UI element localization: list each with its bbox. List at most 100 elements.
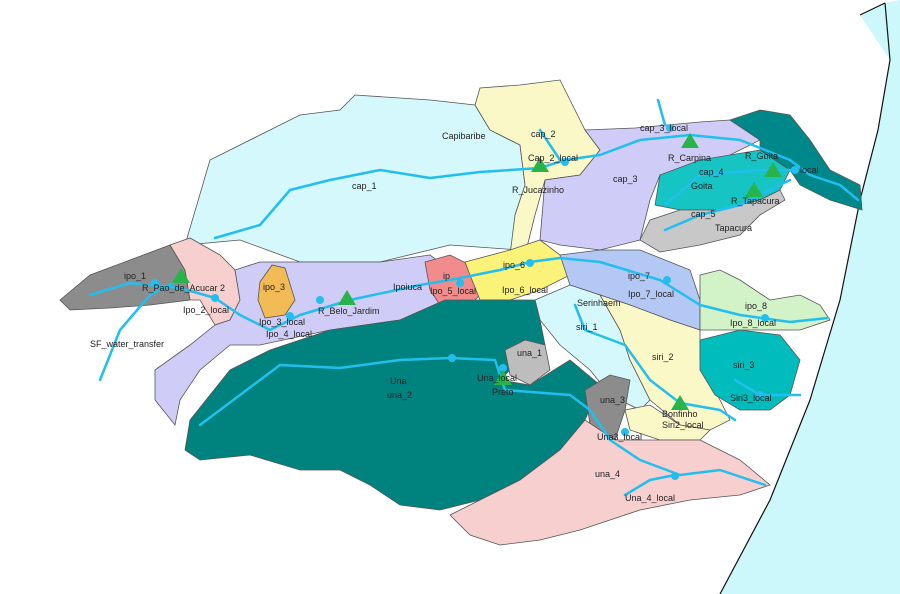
node-siri3-local[interactable] [756, 391, 764, 399]
basin-cap_5 [639, 189, 786, 253]
label-siri_2: siri_2 [652, 352, 674, 362]
basin-una_1 [504, 339, 551, 386]
nodes [151, 124, 799, 480]
label-capibaribe: Capibaribe [442, 131, 486, 141]
label-una-local: Una_local [477, 373, 517, 383]
label-ipo_2-local: Ipo_2_local [183, 305, 229, 315]
label-preto: Preto [492, 387, 514, 397]
label-siri2-local: Siri2_local [662, 420, 704, 430]
station-r-tapacura[interactable] [745, 182, 763, 197]
node-ipo_6-local[interactable] [526, 259, 534, 267]
label-ipoiuca: Ipoiuca [393, 282, 422, 292]
label-una_4-local: Una_4_local [625, 493, 675, 503]
labels: Capibaribe cap_1 cap_2 Cap_2_local R_Juc… [90, 123, 819, 503]
label-tapacura: Tapacura [715, 223, 752, 233]
node-una_4-local[interactable] [671, 472, 679, 480]
label-una_3: una_3 [600, 395, 625, 405]
label-siri3-local: Siri3_local [730, 393, 772, 403]
basin-una_2 [184, 299, 601, 511]
label-ipo_8: ipo_8 [745, 301, 767, 311]
label-ipo_1: ipo_1 [124, 271, 146, 281]
station-r-belo-jardim[interactable] [338, 290, 356, 305]
station-bonfinho[interactable] [671, 395, 689, 410]
basin-cap_3 [539, 119, 761, 251]
label-ipo_4-local: Ipo_4_local [266, 329, 312, 339]
basin-cap_1 [184, 94, 526, 263]
river-cap_2 [538, 128, 562, 162]
label-siri_3: siri_3 [733, 360, 755, 370]
label-una3-local: Una3_local [597, 432, 642, 442]
station-r-carpina[interactable] [681, 133, 699, 148]
label-ipo_3: ipo_3 [263, 282, 285, 292]
label-siri_1: siri_1 [576, 322, 598, 332]
basin-cap_4-local [729, 109, 863, 211]
node-una-local[interactable] [499, 364, 507, 372]
node-ipo_1[interactable] [151, 279, 159, 287]
node-cap_2-local[interactable] [561, 158, 569, 166]
node-cap_3-local[interactable] [666, 124, 674, 132]
label-cap_2-local: Cap_2_local [528, 153, 578, 163]
label-ipo_6: ipo_6 [503, 260, 525, 270]
basin-una_3-local [624, 404, 711, 441]
basin-siri_3 [699, 329, 801, 411]
node-ipo_5-local[interactable] [456, 279, 464, 287]
station-r-pao-de-acucar[interactable] [172, 268, 190, 283]
river-sf-water-transfer [98, 280, 177, 382]
label-ipo_8-local: Ipo_8_local [730, 318, 776, 328]
label-r-jucazinho: R_Jucazinho [512, 185, 564, 195]
basins [59, 79, 863, 546]
label-ipo_5-local: Ipo_5_local [430, 286, 476, 296]
basin-ipo_6 [464, 239, 571, 301]
label-r-goita: R_Goita [745, 151, 778, 161]
label-bonfinho: Bonfinho [662, 409, 698, 419]
label-cap_5: cap_5 [691, 209, 716, 219]
label-ipo_3-local: Ipo_3_local [259, 317, 305, 327]
label-cap_4-local: local [800, 165, 819, 175]
river-cap_3-trib [656, 98, 667, 127]
station-r-goita[interactable] [764, 162, 782, 177]
label-ipo_7: ipo_7 [628, 271, 650, 281]
basin-una_4 [449, 419, 771, 546]
river-una_4 [623, 473, 677, 497]
basin-ipo_3 [257, 264, 296, 319]
node-ipo_2-local[interactable] [211, 294, 219, 302]
label-r-pao-de-acucar: R_Pao_de_Acucar [142, 283, 218, 293]
label-una_1: una_1 [517, 348, 542, 358]
ocean [720, 0, 900, 594]
basin-siri_2 [599, 294, 731, 431]
node-ipo_3-local[interactable] [286, 312, 294, 320]
station-preto[interactable] [494, 370, 512, 385]
label-serinhaem: Serinhaem [577, 298, 621, 308]
label-cap_1: cap_1 [352, 181, 377, 191]
label-cap_4: cap_4 [699, 167, 724, 177]
label-goita: Goita [691, 181, 713, 191]
label-cap_3-local: cap_3_local [640, 123, 688, 133]
node-cap_4-local[interactable] [791, 166, 799, 174]
label-una: Una [390, 376, 407, 386]
label-ipo_2: 2 [220, 283, 225, 293]
label-r-belo-jardim: R_Belo_Jardim [318, 306, 380, 316]
label-r-carpina: R_Carpina [668, 153, 711, 163]
label-ipo_7-local: Ipo_7_local [628, 289, 674, 299]
node-una[interactable] [448, 354, 456, 362]
label-ipo_5: ip [443, 271, 450, 281]
node-ipo_4[interactable] [316, 296, 324, 304]
node-una3-local[interactable] [621, 428, 629, 436]
river-siri [573, 303, 737, 422]
river-una [198, 356, 767, 487]
label-una_4: una_4 [595, 469, 620, 479]
label-una_2: una_2 [387, 390, 412, 400]
label-ipo_6-local: Ipo_6_local [502, 285, 548, 295]
stations [172, 133, 782, 410]
node-ipo_8-local[interactable] [761, 314, 769, 322]
label-r-tapacura: R_Tapacura [731, 196, 780, 206]
label-cap_2: cap_2 [531, 129, 556, 139]
coastline [719, 2, 891, 594]
station-r-jucazinho[interactable] [531, 157, 549, 172]
node-ipo_7-local[interactable] [663, 276, 671, 284]
label-cap_3: cap_3 [613, 174, 638, 184]
basin-ipo_8 [699, 269, 831, 331]
river-tapacura [663, 178, 792, 232]
label-sf-water-transfer: SF_water_transfer [90, 339, 164, 349]
